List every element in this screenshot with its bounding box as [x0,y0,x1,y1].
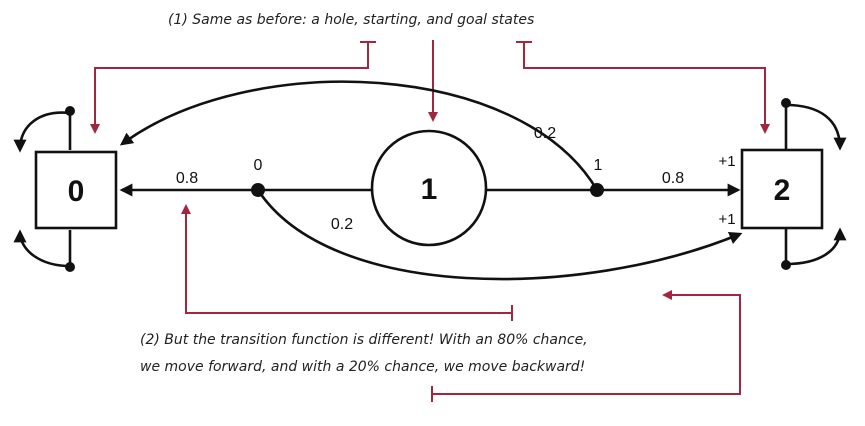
annotation-bottom-line2: we move forward, and with a 20% chance, … [140,359,585,375]
annotation-top: (1) Same as before: a hole, starting, an… [168,12,534,28]
callout-top [90,40,770,134]
state-label-0: 0 [68,175,85,208]
action-dot-left [251,183,265,197]
prob-left-to-2: 0.2 [331,216,353,233]
state-label-2: 2 [774,174,791,207]
annotation-bottom-line1: (2) But the transition function is diffe… [140,332,588,348]
state-box-2 [740,148,824,230]
prob-right-to-0: 0.2 [534,125,556,142]
edge-left-to-2-curve [256,189,743,281]
action-dot-right [590,183,604,197]
action-label-left: 0 [254,157,263,174]
state-circle-1 [370,129,488,247]
prob-left-to-0: 0.8 [176,170,198,187]
callout-bottom [181,204,741,402]
action-label-right: 1 [594,157,603,174]
reward-from-right: +1 [718,153,735,170]
state-box-0 [34,150,118,230]
state-label-1: 1 [421,173,438,206]
self-loops-state-2 [781,98,847,270]
prob-right-to-2: 0.8 [662,170,684,187]
edge-right-to-0-curve [119,80,599,191]
self-loops-state-0 [13,106,75,272]
reward-from-left: +1 [718,211,735,228]
